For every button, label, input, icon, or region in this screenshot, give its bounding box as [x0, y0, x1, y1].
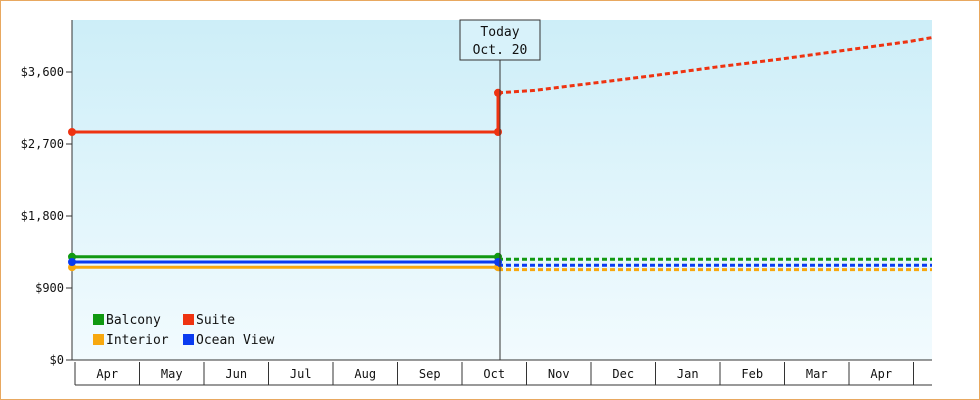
- x-tick-label: Jan: [677, 367, 699, 381]
- suite-data-point[interactable]: [494, 88, 502, 97]
- x-tick-label: Jun: [225, 367, 247, 381]
- suite-start-point[interactable]: [68, 128, 76, 136]
- x-tick-label: Jul: [290, 367, 312, 381]
- legend-swatch-interior: [93, 334, 104, 345]
- x-tick-label: Mar: [806, 367, 828, 381]
- y-tick-label: $2,700: [21, 137, 64, 151]
- x-tick-label: Aug: [354, 367, 376, 381]
- legend-label-suite: Suite: [196, 313, 235, 328]
- x-tick-label: May: [161, 367, 183, 381]
- y-tick-label: $3,600: [21, 65, 64, 79]
- ocean-view-data-point[interactable]: [494, 258, 502, 266]
- suite-data-point[interactable]: [494, 128, 502, 136]
- x-tick-label: Dec: [612, 367, 634, 381]
- today-date-label: Oct. 20: [473, 43, 528, 58]
- x-tick-label: Oct: [483, 367, 505, 381]
- x-tick-label: Apr: [870, 367, 892, 381]
- x-tick-label: Feb: [741, 367, 763, 381]
- y-tick-label: $0: [50, 353, 64, 367]
- plot-area: [72, 20, 932, 360]
- y-tick-label: $900: [35, 281, 64, 295]
- legend-swatch-suite: [183, 314, 194, 325]
- x-tick-label: Sep: [419, 367, 441, 381]
- x-tick-label: Nov: [548, 367, 570, 381]
- ocean-view-start-point[interactable]: [68, 258, 76, 266]
- legend-label-balcony: Balcony: [106, 313, 161, 328]
- legend-label-ocean-view: Ocean View: [196, 333, 274, 348]
- x-tick-label: Apr: [96, 367, 118, 381]
- today-label-box: [459, 19, 541, 61]
- legend-swatch-ocean-view: [183, 334, 194, 345]
- legend-swatch-balcony: [93, 314, 104, 325]
- today-label: Today: [480, 25, 519, 40]
- suite-forecast-line: [497, 36, 933, 95]
- y-tick-label: $1,800: [21, 209, 64, 223]
- legend-label-interior: Interior: [106, 333, 169, 348]
